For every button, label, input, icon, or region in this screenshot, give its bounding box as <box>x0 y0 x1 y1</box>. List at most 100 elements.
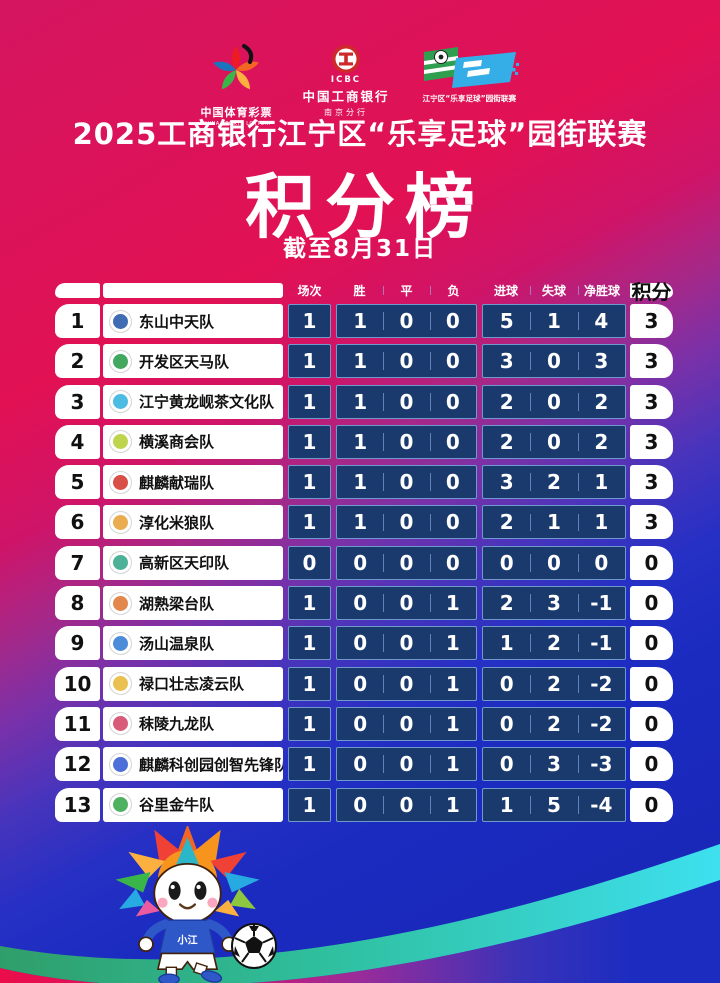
team-name: 麒麟科创园创智先锋队 <box>139 755 283 774</box>
goals-for-value: 0 <box>499 550 514 575</box>
team-name: 东山中天队 <box>139 312 215 331</box>
matches-cell: 1 <box>288 586 331 621</box>
points-badge: 3 <box>630 505 673 540</box>
win-value: 1 <box>353 470 368 495</box>
col-goal-diff: 净胜球 <box>578 283 626 298</box>
sponsor-logos-row: 中国体育彩票 CHINA SPORTS LOTTERY ICBC 中国工商银行 … <box>0 44 720 127</box>
team-cell: 东山中天队 <box>103 304 283 338</box>
goals-cell: 0 2 -2 <box>482 666 626 701</box>
table-row: 6 淳化米狼队 1 1 0 0 2 1 1 3 <box>55 505 673 540</box>
team-name: 禄口壮志凌云队 <box>139 675 245 694</box>
team-name: 开发区天马队 <box>139 352 230 371</box>
points-badge: 3 <box>630 384 673 419</box>
matches-cell: 1 <box>288 505 331 540</box>
goals-against-value: 0 <box>530 386 577 418</box>
table-row: 4 横溪商会队 1 1 0 0 2 0 2 3 <box>55 424 673 459</box>
goals-for-value: 0 <box>499 711 514 736</box>
wdl-cell: 0 0 1 <box>336 666 477 701</box>
team-logo-icon <box>109 591 132 615</box>
draw-value: 0 <box>383 789 429 821</box>
draw-value: 0 <box>383 386 429 418</box>
team-logo-icon <box>109 752 132 776</box>
points-badge: 3 <box>630 344 673 379</box>
goal-diff-value: 1 <box>577 506 625 538</box>
loss-value: 0 <box>429 506 476 538</box>
goal-diff-value: 2 <box>577 386 625 418</box>
football-icon <box>231 923 277 969</box>
wdl-cell: 0 0 1 <box>336 706 477 741</box>
goals-for-value: 2 <box>499 591 514 616</box>
team-cell: 汤山温泉队 <box>103 626 283 661</box>
team-name: 湖熟梁台队 <box>139 594 215 613</box>
icbc-name-cn: 中国工商银行 <box>302 89 390 104</box>
wdl-cell: 1 0 0 <box>336 304 477 338</box>
goals-against-value: 2 <box>530 708 577 740</box>
goals-against-value: 0 <box>530 547 577 579</box>
table-row: 1 东山中天队 1 1 0 0 5 1 4 3 <box>55 304 673 338</box>
draw-value: 0 <box>383 587 429 619</box>
league-flag-icon <box>423 47 519 88</box>
matches-cell: 1 <box>288 384 331 419</box>
wdl-cell: 0 0 1 <box>336 747 477 782</box>
footer-swoosh-art <box>0 844 720 983</box>
points-badge: 3 <box>630 424 673 459</box>
team-logo-icon <box>109 551 132 575</box>
goals-for-value: 2 <box>499 389 514 414</box>
points-badge: 0 <box>630 787 673 822</box>
team-cell: 淳化米狼队 <box>103 505 283 540</box>
table-body: 1 东山中天队 1 1 0 0 5 1 4 3 2 开发区天马队 <box>55 304 673 822</box>
win-value: 1 <box>353 309 368 333</box>
goal-diff-value: -3 <box>577 748 625 780</box>
goals-for-value: 0 <box>499 752 514 777</box>
goals-against-value: 5 <box>530 789 577 821</box>
team-cell: 开发区天马队 <box>103 344 283 379</box>
rank-badge: 6 <box>55 505 100 540</box>
lottery-name-cn: 中国体育彩票 <box>200 106 273 119</box>
col-draw: 平 <box>383 283 430 298</box>
team-cell: 麒麟献瑞队 <box>103 465 283 500</box>
loss-value: 1 <box>429 708 476 740</box>
team-name: 横溪商会队 <box>139 433 215 452</box>
wdl-cell: 1 0 0 <box>336 344 477 379</box>
team-cell: 横溪商会队 <box>103 424 283 459</box>
goal-diff-value: 2 <box>577 426 625 458</box>
goals-for-value: 3 <box>499 470 514 495</box>
win-value: 1 <box>353 510 368 535</box>
goals-against-value: 1 <box>530 305 577 337</box>
team-logo-icon <box>109 309 132 333</box>
team-name: 麒麟献瑞队 <box>139 473 215 492</box>
draw-value: 0 <box>383 748 429 780</box>
wdl-cell: 1 0 0 <box>336 424 477 459</box>
icbc-abbr: ICBC <box>330 75 362 85</box>
table-row: 8 湖熟梁台队 1 0 0 1 2 3 -1 0 <box>55 586 673 621</box>
goals-for-value: 1 <box>499 631 514 656</box>
goals-for-value: 5 <box>499 309 514 333</box>
team-cell: 谷里金牛队 <box>103 787 283 822</box>
lottery-logo-block: 中国体育彩票 CHINA SPORTS LOTTERY <box>200 44 272 127</box>
points-badge: 0 <box>630 666 673 701</box>
goals-cell: 0 0 0 <box>482 545 626 580</box>
col-win: 胜 <box>353 284 366 298</box>
goal-diff-value: -4 <box>577 789 625 821</box>
goals-cell: 2 0 2 <box>482 424 626 459</box>
win-value: 1 <box>353 389 368 414</box>
win-value: 0 <box>353 792 368 817</box>
team-cell: 高新区天印队 <box>103 545 283 580</box>
goals-against-value: 2 <box>530 627 577 659</box>
wdl-cell: 0 0 1 <box>336 626 477 661</box>
matches-cell: 0 <box>288 545 331 580</box>
team-name: 汤山温泉队 <box>139 634 215 653</box>
league-caption: 江宁区“乐享足球”园街联赛 <box>422 94 517 103</box>
table-row: 12 麒麟科创园创智先锋队 1 0 0 1 0 3 -3 0 <box>55 747 673 782</box>
goals-against-value: 1 <box>530 506 577 538</box>
win-value: 0 <box>353 752 368 777</box>
goals-for-value: 1 <box>499 792 514 817</box>
draw-value: 0 <box>383 345 429 377</box>
goal-diff-value: 3 <box>577 345 625 377</box>
team-logo-icon <box>109 349 132 373</box>
team-name: 高新区天印队 <box>139 554 230 573</box>
table-row: 10 禄口壮志凌云队 1 0 0 1 0 2 -2 0 <box>55 666 673 701</box>
goal-diff-value: 4 <box>577 305 625 337</box>
goals-against-value: 3 <box>530 748 577 780</box>
rank-badge: 1 <box>55 304 100 338</box>
